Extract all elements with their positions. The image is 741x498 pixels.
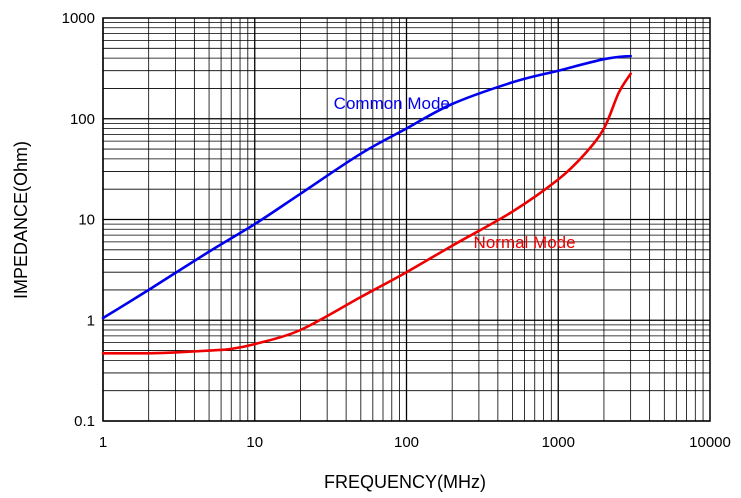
y-tick-label: 100 bbox=[70, 111, 95, 128]
y-tick-label: 1000 bbox=[62, 10, 95, 27]
x-tick-label: 10000 bbox=[689, 434, 731, 451]
series-label-normal-mode: Normal Mode bbox=[474, 233, 576, 252]
y-tick-label: 1 bbox=[87, 312, 95, 329]
y-tick-label: 10 bbox=[78, 212, 95, 229]
x-axis-title: FREQUENCY(MHz) bbox=[324, 472, 486, 492]
x-tick-labels: 1 10 100 1000 10000 bbox=[99, 434, 731, 451]
series-lines bbox=[101, 54, 632, 355]
y-tick-label: 0.1 bbox=[74, 413, 95, 430]
x-tick-label: 1000 bbox=[542, 434, 575, 451]
series-line-normal-mode bbox=[101, 72, 632, 355]
x-tick-label: 10 bbox=[246, 434, 263, 451]
y-axis-title: IMPEDANCE(Ohm) bbox=[11, 141, 31, 299]
y-tick-labels: 0.1 1 10 100 1000 bbox=[62, 10, 95, 430]
series-line-common-mode bbox=[101, 54, 632, 320]
plot-frame bbox=[102, 17, 711, 422]
series-label-common-mode: Common Mode bbox=[334, 94, 450, 113]
x-tick-label: 100 bbox=[394, 434, 419, 451]
series-labels: Common Mode Normal Mode bbox=[334, 94, 576, 252]
x-tick-label: 1 bbox=[99, 434, 107, 451]
